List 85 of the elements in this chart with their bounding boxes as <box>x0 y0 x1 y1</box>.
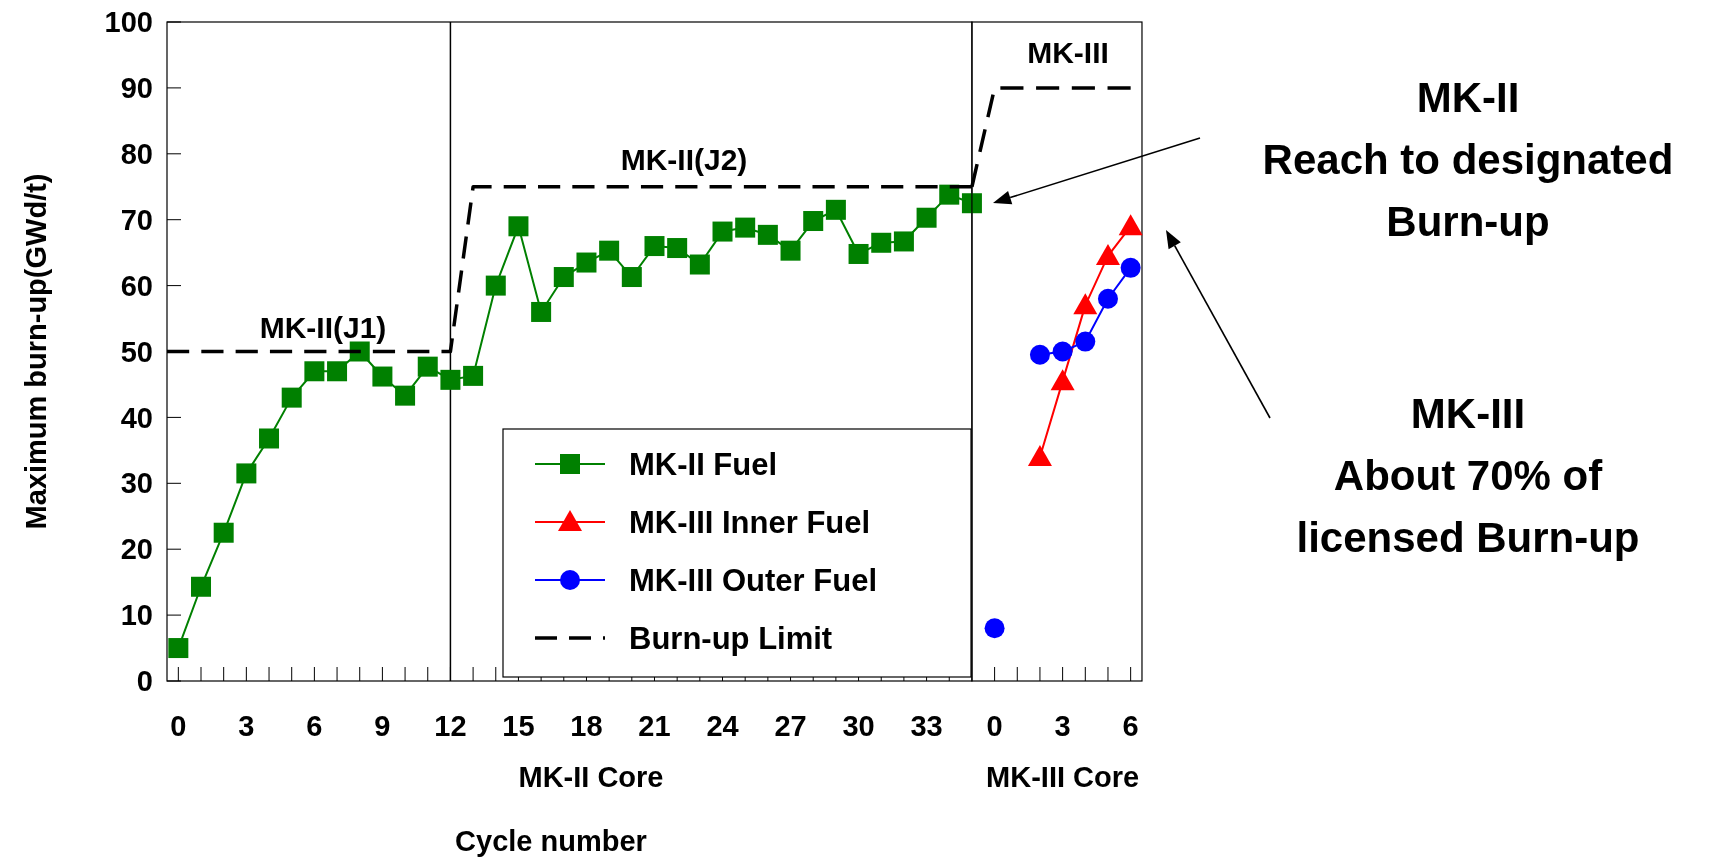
point <box>803 211 824 232</box>
y-tick-label: 40 <box>120 401 153 434</box>
point <box>916 207 937 228</box>
text: Cycle number <box>455 825 647 857</box>
point <box>848 243 869 264</box>
point <box>621 267 642 288</box>
point <box>327 361 348 382</box>
point <box>531 301 552 322</box>
x-tick-label: 30 <box>842 710 875 742</box>
point <box>191 576 212 597</box>
point <box>281 387 302 408</box>
point <box>689 254 710 275</box>
point <box>644 236 665 257</box>
annotation: MK-II(J2) <box>620 143 748 176</box>
x-tick-label: 21 <box>638 710 671 742</box>
legend-label: MK-III Inner Fuel <box>629 504 871 540</box>
point <box>372 366 393 387</box>
x-tick-label: 0 <box>986 710 1003 742</box>
point <box>757 224 778 245</box>
x-tick-label: 3 <box>1054 710 1071 742</box>
point <box>1029 344 1050 365</box>
point <box>984 618 1005 639</box>
point <box>1095 243 1120 265</box>
y-tick-label: 100 <box>104 6 153 39</box>
y-tick-label: 90 <box>120 72 153 105</box>
point <box>1052 341 1073 362</box>
point <box>780 240 801 261</box>
point <box>236 463 257 484</box>
text: MK-II Reach to designated Burn-up <box>1262 74 1674 246</box>
point <box>553 267 574 288</box>
point <box>667 238 688 259</box>
point <box>1075 331 1096 352</box>
point <box>1027 444 1052 466</box>
point <box>712 221 733 242</box>
point <box>825 199 846 220</box>
point <box>871 232 892 253</box>
x-tick-label: 24 <box>706 710 739 742</box>
point <box>417 356 438 377</box>
point <box>440 369 461 390</box>
point <box>1050 369 1075 391</box>
y-axis-title: Maximum burn-up(GWd/t) <box>20 173 52 530</box>
x-tick-label: 9 <box>374 710 391 742</box>
x-axis-title: MK-II Core <box>518 761 664 793</box>
y-tick-label: 10 <box>120 599 153 632</box>
y-tick-label: 30 <box>120 467 153 500</box>
y-tick-label: 0 <box>136 665 153 698</box>
point <box>893 231 914 252</box>
point <box>395 385 416 406</box>
x-tick-label: 6 <box>306 710 323 742</box>
legend-label: Burn-up Limit <box>629 620 833 656</box>
point <box>304 361 325 382</box>
point <box>939 184 960 205</box>
x-tick-label: 27 <box>774 710 807 742</box>
point <box>961 193 982 214</box>
point <box>1097 288 1118 309</box>
point <box>213 522 234 543</box>
text: MK-III About 70% of licensed Burn-up <box>1296 390 1640 562</box>
point <box>463 365 484 386</box>
x-tick-label: 3 <box>238 710 255 742</box>
point <box>1073 293 1098 315</box>
point <box>485 275 506 296</box>
point <box>576 252 597 273</box>
x-axis-title: MK-III Core <box>986 761 1140 793</box>
x-tick-label: 12 <box>434 710 467 742</box>
point <box>735 217 756 238</box>
x-tick-label: 33 <box>910 710 943 742</box>
point <box>1120 257 1141 278</box>
point <box>259 428 280 449</box>
y-tick-label: 60 <box>120 269 153 302</box>
x-tick-label: 15 <box>502 710 535 742</box>
point <box>599 240 620 261</box>
point <box>168 638 189 659</box>
y-tick-label: 20 <box>120 533 153 566</box>
annotation: MK-II(J1) <box>259 311 387 344</box>
y-tick-label: 70 <box>120 203 153 236</box>
legend-label: MK-III Outer Fuel <box>629 562 877 598</box>
y-tick-label: 80 <box>120 137 153 170</box>
legend-label: MK-II Fuel <box>629 446 778 482</box>
annotation: MK-III <box>1027 36 1109 69</box>
x-tick-label: 0 <box>170 710 187 742</box>
y-tick-label: 50 <box>120 335 153 368</box>
x-tick-label: 18 <box>570 710 603 742</box>
point <box>508 216 529 237</box>
point <box>1118 214 1143 236</box>
x-tick-label: 6 <box>1122 710 1139 742</box>
